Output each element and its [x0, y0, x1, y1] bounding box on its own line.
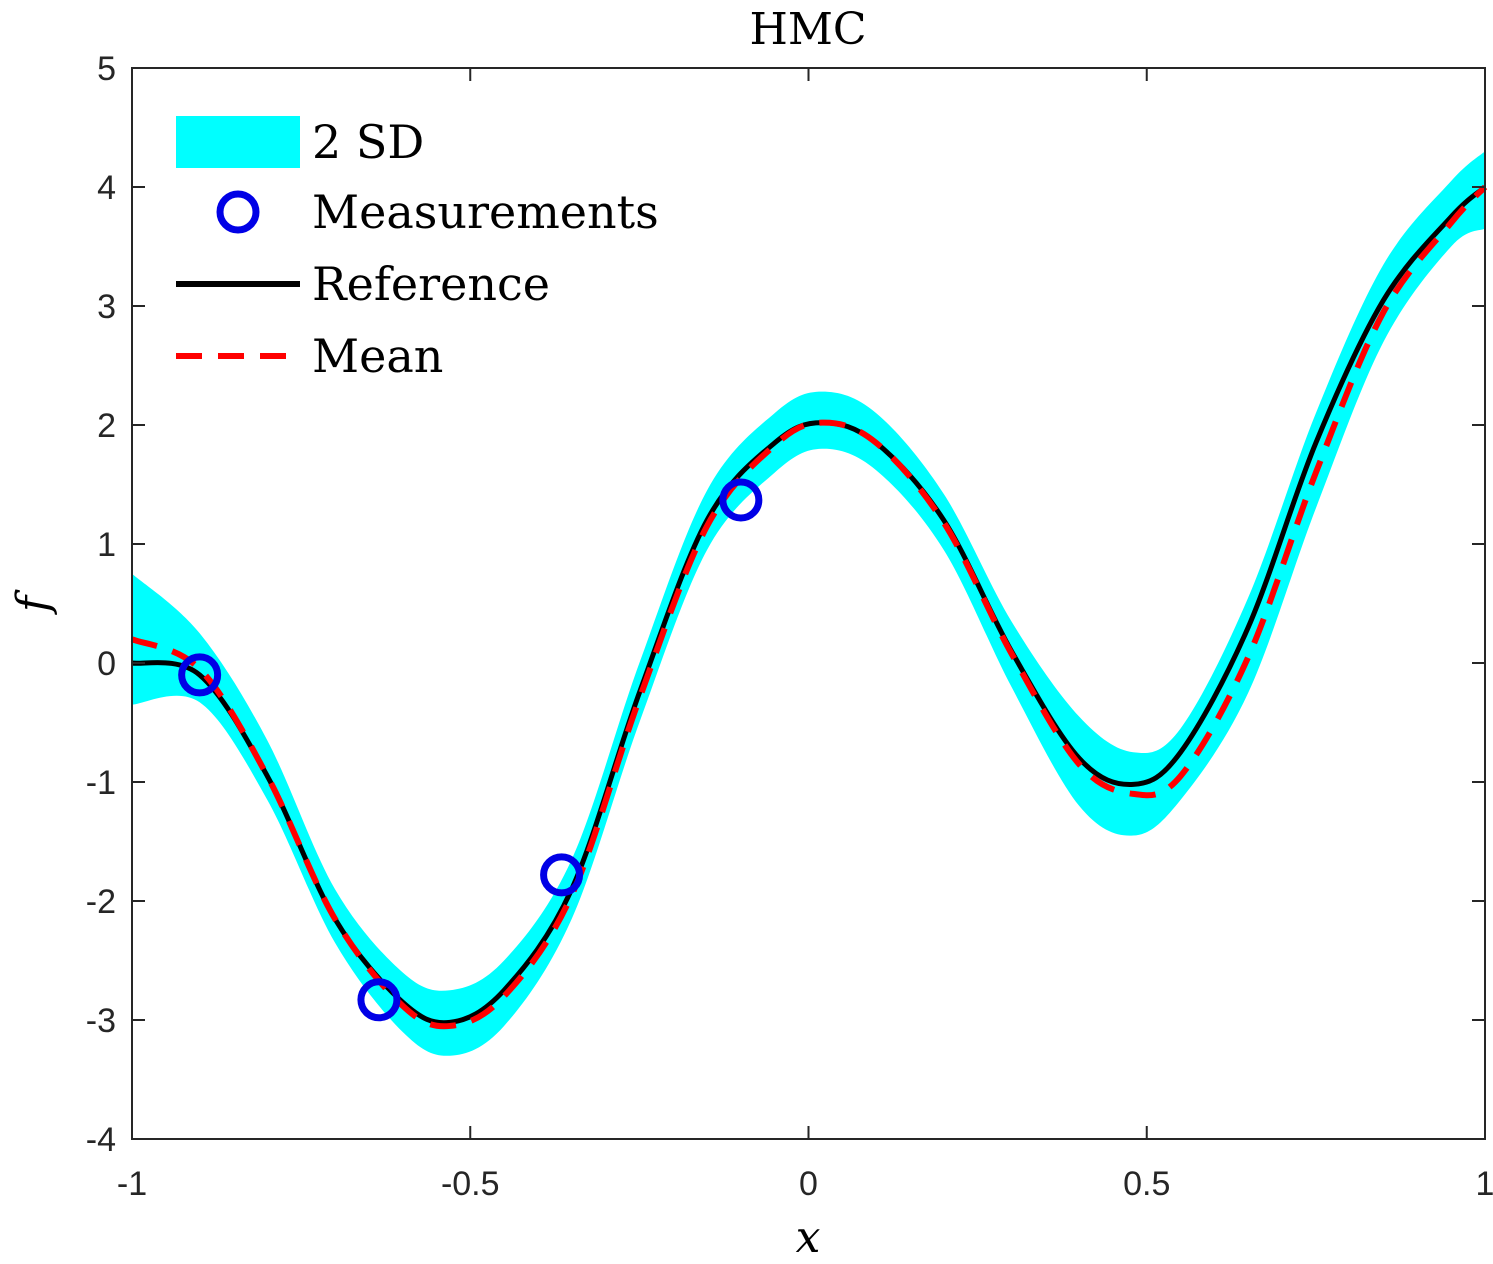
x-tick-label: -1 [117, 1165, 147, 1203]
measurement-point [540, 853, 584, 897]
y-tick-label: 3 [97, 288, 116, 326]
plot-area [130, 151, 1488, 1056]
y-tick-label: 5 [97, 50, 116, 88]
legend: 2 SD Measurements Reference Mean [176, 115, 659, 383]
legend-swatch-marker [216, 190, 260, 234]
y-tick-label: -1 [86, 764, 116, 802]
x-axis-label: x [796, 1212, 821, 1263]
y-tick-label: 0 [97, 645, 116, 683]
legend-label: Mean [312, 329, 443, 383]
x-tick-label: 0 [799, 1165, 818, 1203]
chart-title: HMC [749, 4, 866, 55]
band-2sd [132, 151, 1485, 1056]
legend-label: Reference [312, 257, 550, 311]
x-tick-label: -0.5 [441, 1165, 500, 1203]
legend-label: 2 SD [312, 115, 424, 169]
measurement-point [719, 478, 763, 522]
x-tick-label: 1 [1476, 1165, 1493, 1203]
y-tick-label: -2 [86, 883, 116, 921]
legend-label: Measurements [312, 185, 659, 239]
y-tick-label: -4 [86, 1121, 116, 1159]
measurement-point [357, 978, 401, 1022]
y-tick-label: -3 [86, 1002, 116, 1040]
x-tick-label: 0.5 [1123, 1165, 1170, 1203]
y-tick-label: 4 [97, 169, 116, 207]
ticks: -1 -0.5 0 0.5 1 -4 -3 -2 -1 0 1 2 3 4 5 [86, 50, 1493, 1203]
measurement-point [178, 653, 222, 697]
y-tick-label: 1 [97, 526, 116, 564]
legend-swatch-band [176, 116, 300, 168]
y-tick-label: 2 [97, 407, 116, 445]
